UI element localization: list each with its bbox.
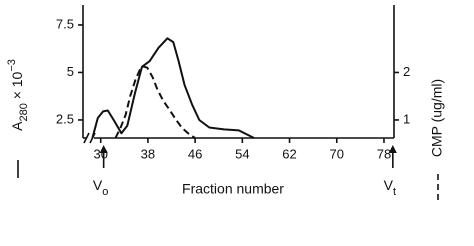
y-title-sub: 280 bbox=[18, 103, 30, 121]
x-tick-label: 70 bbox=[330, 146, 344, 161]
y-tick-label: 5 bbox=[67, 64, 74, 79]
annotation-arrowhead bbox=[388, 145, 397, 153]
y-tick-label: 7.5 bbox=[56, 16, 74, 31]
y-title-mid: × 10 bbox=[9, 71, 25, 103]
x-tick-label: 54 bbox=[235, 146, 249, 161]
annotation-sub: t bbox=[393, 186, 396, 198]
y-axis-title: A280 × 10−3 bbox=[6, 59, 30, 131]
axis-break bbox=[83, 132, 90, 144]
y-tick-label: 2.5 bbox=[56, 111, 74, 126]
annotation-label: Vo bbox=[93, 177, 108, 198]
annotation-text: V bbox=[93, 177, 103, 193]
x-tick-label: 62 bbox=[282, 146, 296, 161]
data-line bbox=[114, 65, 196, 139]
annotation-arrowhead bbox=[99, 145, 108, 153]
y2-tick-label: 1 bbox=[403, 111, 410, 126]
x-axis-title: Fraction number bbox=[182, 181, 284, 197]
y2-tick-label: 2 bbox=[403, 64, 410, 79]
x-tick-label: 38 bbox=[141, 146, 155, 161]
x-tick-label: 30 bbox=[93, 146, 107, 161]
data-line bbox=[91, 37, 255, 139]
x-tick-label: 78 bbox=[377, 146, 391, 161]
x-tick-label: 46 bbox=[188, 146, 202, 161]
annotation-sub: o bbox=[102, 186, 108, 198]
annotation-label: Vt bbox=[384, 177, 396, 198]
y-title-main: A bbox=[9, 121, 25, 131]
y2-axis-title: CMP (ug/ml) bbox=[429, 79, 445, 157]
annotation-text: V bbox=[384, 177, 394, 193]
y-title-sup: −3 bbox=[6, 59, 18, 72]
